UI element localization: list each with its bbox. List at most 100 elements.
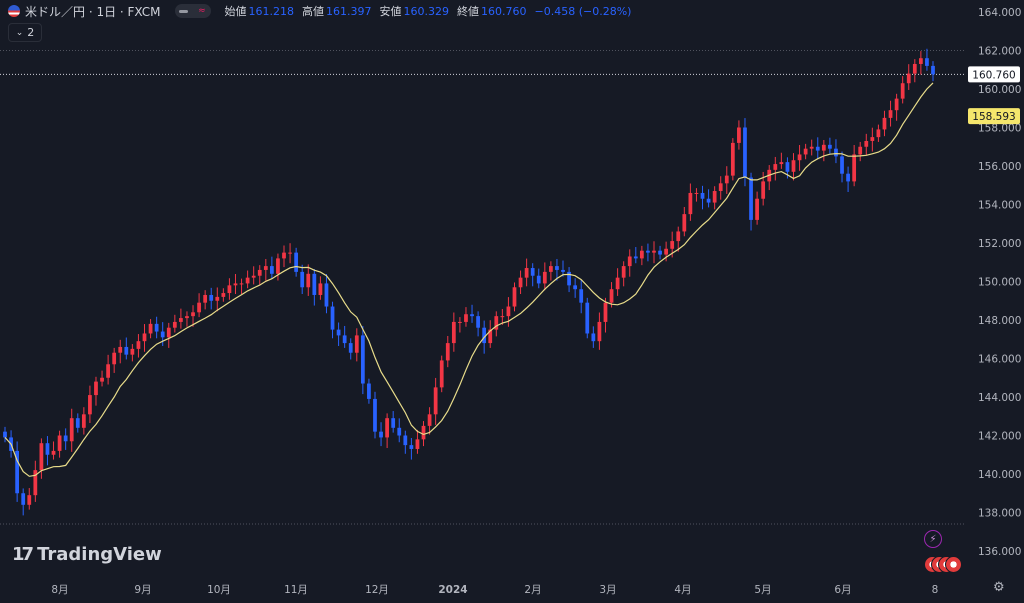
candle-body bbox=[51, 450, 56, 455]
candle-body bbox=[233, 283, 238, 286]
candle-body bbox=[791, 160, 796, 172]
candle-body bbox=[512, 287, 517, 307]
y-tick-label: 152.000 bbox=[978, 238, 1021, 250]
candle-body bbox=[652, 250, 656, 253]
candle-body bbox=[160, 331, 165, 338]
x-tick-label: 3月 bbox=[599, 584, 616, 596]
candle-body bbox=[94, 381, 98, 396]
candle-body bbox=[530, 268, 535, 276]
candle-body bbox=[421, 425, 426, 440]
candle-body bbox=[367, 383, 371, 399]
candle-body bbox=[63, 435, 68, 442]
candle-body bbox=[900, 83, 905, 99]
candle-body bbox=[360, 335, 365, 384]
tv-logo-icon: 17 bbox=[12, 544, 34, 565]
candle-body bbox=[567, 271, 571, 286]
candle-body bbox=[609, 289, 614, 303]
candle-body bbox=[694, 192, 699, 194]
candle-body bbox=[379, 431, 383, 438]
candle-body bbox=[124, 346, 129, 355]
x-tick-label: 2月 bbox=[524, 584, 541, 596]
x-tick-label: 5月 bbox=[754, 584, 771, 596]
candle-body bbox=[197, 302, 201, 313]
candle-body bbox=[858, 146, 863, 155]
candle-body bbox=[27, 495, 32, 505]
candle-body bbox=[373, 398, 377, 432]
candles bbox=[3, 48, 935, 516]
candle-body bbox=[39, 443, 44, 471]
candle-body bbox=[846, 173, 850, 182]
candle-body bbox=[700, 192, 705, 199]
candle-body bbox=[288, 252, 292, 254]
candle-body bbox=[312, 273, 317, 295]
high-label: 高値 bbox=[302, 5, 325, 18]
candle-body bbox=[597, 321, 602, 342]
candle-body bbox=[451, 321, 456, 344]
candle-body bbox=[603, 302, 608, 322]
open-label: 始値 bbox=[224, 5, 247, 18]
candle-body bbox=[403, 435, 408, 446]
close-value: 160.760 bbox=[481, 4, 527, 18]
candle-body bbox=[306, 273, 311, 288]
candle-body bbox=[828, 144, 832, 149]
candle-body bbox=[282, 252, 286, 259]
indicators-collapse-button[interactable]: ⌄ 2 bbox=[8, 23, 42, 42]
candle-body bbox=[506, 306, 511, 317]
candle-body bbox=[821, 144, 826, 151]
symbol-title[interactable]: 米ドル／円 · 1日 · FXCM bbox=[25, 4, 161, 19]
candle-body bbox=[706, 198, 711, 203]
y-tick-label: 148.000 bbox=[978, 315, 1021, 327]
y-tick-label: 136.000 bbox=[978, 546, 1021, 558]
candle-body bbox=[397, 427, 402, 436]
candle-body bbox=[391, 418, 396, 428]
minus-icon bbox=[179, 9, 189, 13]
y-tick-label: 164.000 bbox=[978, 7, 1021, 19]
events-flags[interactable] bbox=[924, 556, 962, 573]
x-tick-label: 8月 bbox=[51, 584, 68, 596]
candle-body bbox=[882, 117, 887, 130]
tradingview-logo[interactable]: 17 TradingView bbox=[12, 544, 162, 565]
candle-body bbox=[3, 431, 7, 438]
last-price-tag-bg bbox=[968, 66, 1020, 83]
candle-body bbox=[730, 142, 735, 176]
candle-body bbox=[549, 266, 553, 272]
legend-toggle-button[interactable]: ≈ bbox=[174, 4, 211, 18]
change-value: −0.458 (−0.28%) bbox=[534, 4, 632, 18]
candle-body bbox=[840, 156, 844, 174]
candle-body bbox=[257, 269, 262, 276]
candle-body bbox=[354, 335, 359, 353]
candle-body bbox=[591, 333, 596, 342]
candle-body bbox=[658, 250, 662, 255]
candle-body bbox=[464, 314, 468, 322]
lightning-icon[interactable]: ⚡ bbox=[924, 530, 942, 548]
candle-body bbox=[185, 316, 189, 319]
x-tick-label: 2024 bbox=[438, 584, 467, 596]
candle-body bbox=[803, 148, 808, 155]
ma-value-tag: 158.593 bbox=[972, 111, 1015, 123]
candle-body bbox=[221, 293, 226, 297]
gear-icon[interactable]: ⚙ bbox=[993, 580, 1005, 595]
candle-body bbox=[864, 140, 869, 147]
candle-body bbox=[639, 250, 644, 259]
candle-body bbox=[925, 58, 929, 66]
candle-body bbox=[300, 271, 305, 288]
candle-body bbox=[785, 162, 790, 172]
x-tick-label: 9月 bbox=[134, 584, 151, 596]
candle-body bbox=[57, 435, 62, 451]
candle-body bbox=[670, 241, 675, 249]
candle-body bbox=[69, 418, 74, 442]
candle-body bbox=[888, 110, 893, 118]
candle-body bbox=[148, 323, 153, 334]
candle-body bbox=[876, 129, 881, 138]
candle-body bbox=[15, 450, 20, 494]
last-price-tag: 160.760 bbox=[972, 69, 1015, 81]
candle-body bbox=[852, 154, 857, 182]
candle-body bbox=[470, 314, 474, 317]
y-tick-label: 150.000 bbox=[978, 277, 1021, 289]
candle-body bbox=[797, 154, 802, 161]
candle-body bbox=[906, 73, 911, 84]
open-value: 161.218 bbox=[248, 4, 295, 18]
close-label: 終値 bbox=[457, 5, 480, 18]
candle-body bbox=[179, 318, 183, 322]
